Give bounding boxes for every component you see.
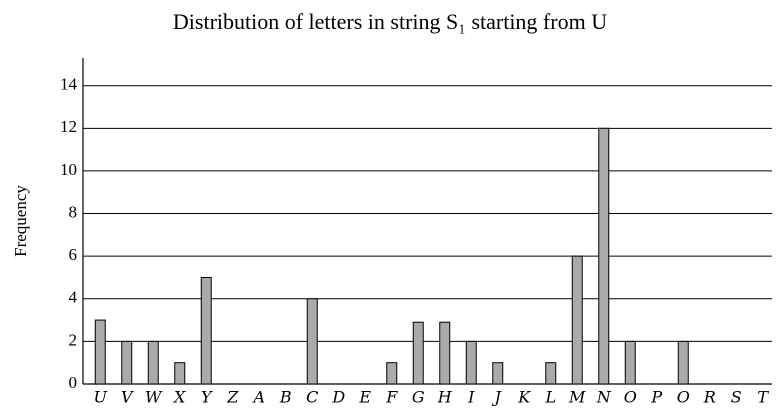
bar bbox=[121, 340, 133, 385]
x-tick-label: N bbox=[596, 388, 612, 407]
bar bbox=[200, 276, 212, 385]
bar bbox=[571, 255, 583, 385]
y-tick-label: 12 bbox=[60, 117, 77, 136]
bar bbox=[306, 298, 318, 385]
bar bbox=[386, 362, 398, 385]
x-tick-label: C bbox=[306, 388, 318, 407]
y-tick-label: 8 bbox=[69, 202, 78, 221]
x-tick-label: L bbox=[544, 388, 556, 407]
x-tick-label: S bbox=[731, 388, 742, 407]
x-tick-label: F bbox=[385, 388, 398, 407]
bar bbox=[147, 340, 159, 385]
x-tick-label: K bbox=[517, 388, 531, 407]
y-axis-label: Frequency bbox=[11, 185, 30, 257]
x-tick-label: V bbox=[121, 388, 134, 407]
y-tick-label: 10 bbox=[60, 160, 77, 179]
bar bbox=[624, 340, 636, 385]
x-tick-label: W bbox=[145, 388, 163, 407]
bar bbox=[439, 321, 451, 385]
x-tick-label: G bbox=[412, 388, 425, 407]
bar bbox=[94, 319, 106, 385]
y-tick-label: 6 bbox=[69, 245, 78, 264]
x-tick-label: R bbox=[703, 388, 716, 407]
x-tick-label: B bbox=[279, 388, 292, 407]
x-tick-label: M bbox=[568, 388, 586, 407]
bar bbox=[174, 362, 186, 385]
x-tick-label: O bbox=[624, 388, 637, 407]
x-tick-label: A bbox=[251, 388, 265, 407]
x-tick-label: O bbox=[677, 388, 690, 407]
x-tick-label: J bbox=[492, 388, 503, 407]
x-tick-label: U bbox=[94, 388, 108, 407]
y-tick-label: 0 bbox=[69, 373, 78, 392]
y-tick-label: 4 bbox=[69, 288, 78, 307]
x-tick-label: I bbox=[467, 388, 475, 407]
x-tick-label: E bbox=[358, 388, 371, 407]
x-tick-label: P bbox=[650, 388, 662, 407]
y-tick-label: 2 bbox=[69, 330, 78, 349]
bar bbox=[545, 362, 557, 385]
x-tick-label: D bbox=[331, 388, 345, 407]
bar bbox=[598, 127, 610, 385]
x-tick-label: T bbox=[757, 388, 769, 407]
x-tick-label: H bbox=[437, 388, 453, 407]
bar bbox=[677, 340, 689, 385]
bar bbox=[492, 362, 504, 385]
chart-title: Distribution of letters in string S₁ sta… bbox=[173, 9, 607, 34]
y-tick-label: 14 bbox=[60, 75, 78, 94]
x-tick-label: X bbox=[172, 388, 186, 407]
bar bbox=[412, 321, 424, 385]
bar bbox=[465, 340, 477, 385]
x-tick-label: Y bbox=[201, 388, 213, 407]
x-tick-label: Z bbox=[226, 388, 239, 407]
